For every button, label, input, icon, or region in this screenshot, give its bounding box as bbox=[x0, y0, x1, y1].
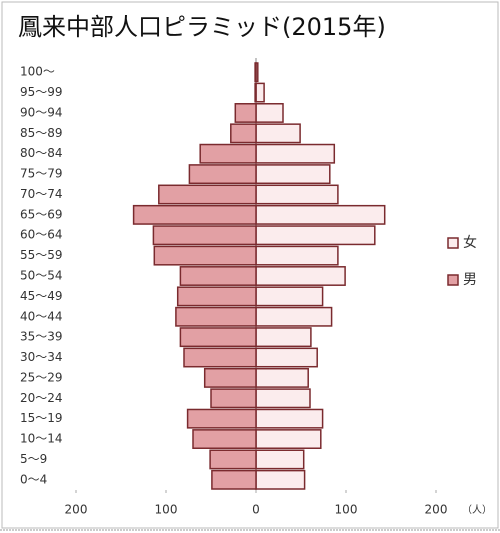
y-tick-label: 85～89 bbox=[20, 126, 63, 140]
y-tick-label: 30～34 bbox=[20, 350, 63, 364]
male-bar bbox=[234, 103, 257, 123]
y-tick-label: 45～49 bbox=[20, 289, 63, 303]
female-bar bbox=[255, 449, 305, 470]
male-bar bbox=[179, 327, 257, 348]
male-bar bbox=[188, 164, 257, 185]
male-bar bbox=[183, 347, 257, 368]
female-bar bbox=[255, 103, 284, 123]
y-tick-label: 40～44 bbox=[20, 309, 63, 323]
female-bar bbox=[255, 184, 339, 205]
y-tick-label: 100～ bbox=[20, 65, 55, 79]
male-bar bbox=[203, 367, 257, 388]
male-bar bbox=[176, 286, 257, 307]
chart-title: 鳳来中部人口ピラミッド(2015年) bbox=[18, 13, 386, 41]
female-bar bbox=[255, 306, 333, 327]
male-bar bbox=[158, 184, 257, 205]
female-bar bbox=[255, 469, 306, 490]
male-bar bbox=[254, 82, 257, 103]
male-bar bbox=[179, 266, 257, 286]
y-tick-label: 10～14 bbox=[20, 432, 63, 446]
y-tick-label: 0～4 bbox=[20, 472, 47, 486]
x-tick-label: 100 bbox=[335, 503, 358, 517]
male-bar bbox=[153, 245, 257, 266]
female-bar bbox=[255, 327, 312, 348]
legend-label: 女 bbox=[463, 234, 477, 251]
y-tick-label: 80～84 bbox=[20, 146, 63, 160]
y-tick-label: 20～24 bbox=[20, 391, 63, 405]
male-bar bbox=[199, 143, 257, 164]
y-tick-label: 75～79 bbox=[20, 167, 63, 181]
x-tick-label: 200 bbox=[65, 503, 88, 517]
y-tick-label: 90～94 bbox=[20, 105, 63, 119]
y-tick-label: 60～64 bbox=[20, 228, 63, 242]
female-bar bbox=[255, 347, 318, 368]
female-bar bbox=[255, 143, 336, 164]
female-bar bbox=[255, 164, 331, 185]
x-tick-label: 100 bbox=[155, 503, 178, 517]
female-bar bbox=[255, 245, 339, 266]
y-tick-label: 65～69 bbox=[20, 207, 63, 221]
female-bar bbox=[255, 286, 324, 307]
female-bar bbox=[255, 408, 324, 429]
female-bar bbox=[255, 266, 346, 286]
male-bar bbox=[175, 306, 257, 327]
male-bar bbox=[192, 429, 257, 449]
male-bar bbox=[209, 449, 257, 470]
y-tick-label: 95～99 bbox=[20, 85, 63, 99]
y-tick-label: 25～29 bbox=[20, 370, 63, 384]
x-tick-label: 0 bbox=[252, 503, 260, 517]
legend-swatch bbox=[447, 237, 459, 249]
y-tick-label: 50～54 bbox=[20, 269, 63, 283]
male-bar bbox=[254, 62, 257, 83]
female-bar bbox=[255, 367, 309, 388]
y-tick-label: 15～19 bbox=[20, 411, 63, 425]
female-bar bbox=[255, 204, 386, 225]
female-bar bbox=[255, 225, 376, 246]
y-tick-label: 55～59 bbox=[20, 248, 63, 262]
y-tick-label: 70～74 bbox=[20, 187, 63, 201]
x-tick-label: 200 bbox=[425, 503, 448, 517]
female-bar bbox=[255, 388, 311, 409]
female-bar bbox=[255, 429, 322, 449]
male-bar bbox=[152, 225, 257, 246]
x-axis-label: （人） bbox=[462, 504, 492, 516]
male-bar bbox=[132, 204, 257, 225]
male-bar bbox=[211, 469, 257, 490]
female-bar bbox=[255, 82, 265, 103]
male-bar bbox=[210, 388, 257, 409]
y-tick-label: 35～39 bbox=[20, 330, 63, 344]
legend-label: 男 bbox=[463, 272, 477, 288]
male-bar bbox=[186, 408, 257, 429]
female-bar bbox=[255, 123, 301, 144]
male-bar bbox=[230, 123, 257, 144]
y-tick-label: 5～9 bbox=[20, 452, 47, 466]
legend-swatch bbox=[447, 274, 459, 286]
